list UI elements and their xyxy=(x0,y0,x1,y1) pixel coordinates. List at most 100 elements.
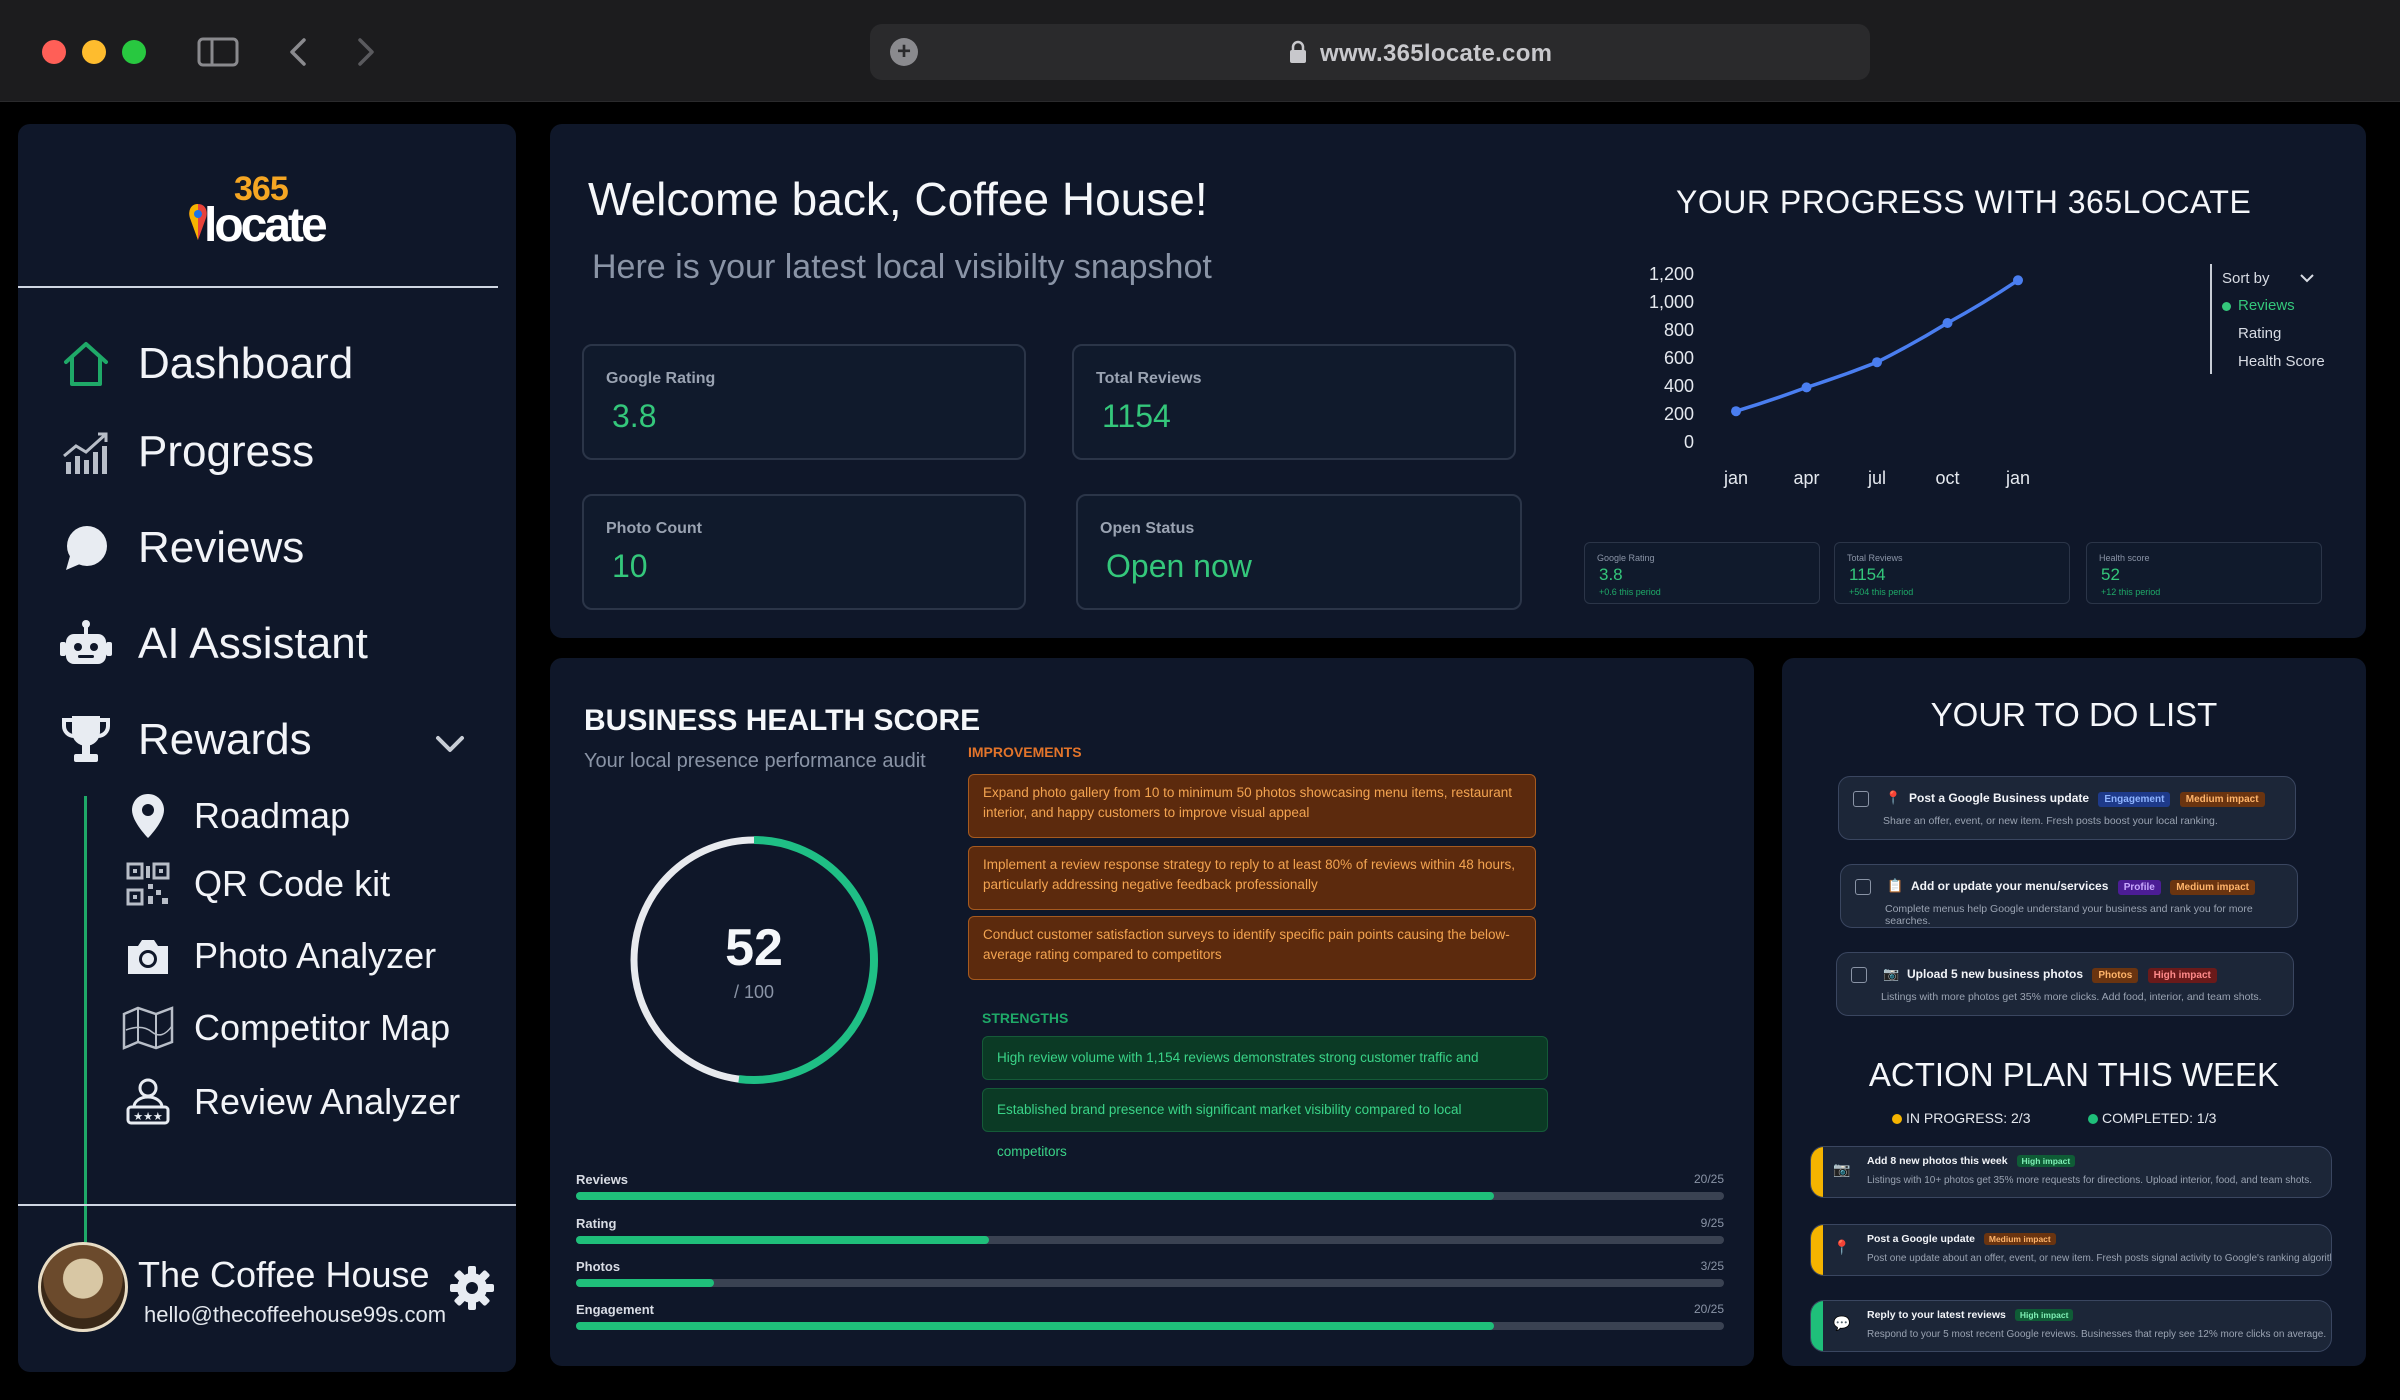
score-bar-track xyxy=(576,1279,1724,1287)
sidebar-item-ai-assistant[interactable]: AI Assistant xyxy=(58,616,368,672)
data-point[interactable] xyxy=(1801,382,1812,393)
365locate-logo[interactable]: 365 locate xyxy=(178,166,378,252)
todo-item-title: Upload 5 new business photos xyxy=(1907,967,2084,981)
sidebar-item-photo-analyzer[interactable]: Photo Analyzer xyxy=(122,930,436,982)
y-tick-label: 400 xyxy=(1664,376,1694,396)
mini-card-value: 1154 xyxy=(1849,565,1886,584)
score-bar-track xyxy=(576,1236,1724,1244)
score-bar-fill xyxy=(576,1192,1495,1200)
chart-growth-icon xyxy=(58,424,114,480)
score-bar-fill xyxy=(576,1322,1495,1330)
sort-option-rating[interactable]: Rating xyxy=(2238,325,2282,342)
todo-item[interactable]: 📋 Add or update your menu/services Profi… xyxy=(1840,864,2298,928)
sidebar-item-label: Rewards xyxy=(138,715,312,764)
todo-item-title-row: Post a Google Business update Engagement… xyxy=(1909,791,2265,807)
stat-card-total-reviews[interactable]: Total Reviews 1154 xyxy=(1072,344,1516,460)
data-point[interactable] xyxy=(1872,357,1882,368)
stat-label: Total Reviews xyxy=(1096,370,1202,387)
sidebar-item-competitor-map[interactable]: Competitor Map xyxy=(122,1002,450,1054)
todo-tag-badge: Photos xyxy=(2092,968,2139,983)
sort-option-reviews[interactable]: Reviews xyxy=(2238,297,2295,314)
score-ring-graphic xyxy=(630,836,878,1084)
stat-value: 3.8 xyxy=(612,398,657,434)
todo-title: YOUR TO DO LIST xyxy=(1930,696,2218,733)
action-plan-item[interactable]: 💬 Reply to your latest reviews High impa… xyxy=(1810,1300,2332,1352)
sidebar-item-label: Competitor Map xyxy=(194,1007,451,1048)
new-tab-plus-icon[interactable]: + xyxy=(890,38,918,66)
improvement-item[interactable]: Conduct customer satisfaction surveys to… xyxy=(968,916,1536,980)
sidebar-item-rewards[interactable]: Rewards xyxy=(58,712,312,768)
action-plan-title: ACTION PLAN THIS WEEK xyxy=(1868,1056,2280,1093)
chevron-down-icon[interactable] xyxy=(430,724,470,764)
sort-by-dropdown[interactable]: Sort by Reviews Rating Health Score xyxy=(2210,264,2330,374)
sidebar-item-label: Review Analyzer xyxy=(194,1081,461,1122)
completed-status: COMPLETED: 1/3 xyxy=(2088,1110,2216,1126)
sidebar-toggle-icon[interactable] xyxy=(196,30,240,74)
action-plan-item[interactable]: 📷 Add 8 new photos this week High impact… xyxy=(1810,1146,2332,1198)
avatar[interactable] xyxy=(38,1242,128,1332)
sidebar-item-progress[interactable]: Progress xyxy=(58,424,314,480)
address-bar[interactable]: + www.365locate.com xyxy=(870,24,1870,80)
forward-arrow-icon[interactable] xyxy=(348,30,384,74)
stat-value: Open now xyxy=(1106,548,1252,584)
stat-value: 1154 xyxy=(1102,398,1171,434)
score-bar-track xyxy=(576,1192,1724,1200)
strength-item[interactable]: Established brand presence with signific… xyxy=(982,1088,1548,1159)
stat-card-open-status[interactable]: Open Status Open now xyxy=(1076,494,1522,610)
camera-icon: 📷 xyxy=(1883,966,1900,981)
mini-card-delta: +0.6 this period xyxy=(1599,587,1661,597)
sidebar-item-qr-code-kit[interactable]: QR Code kit xyxy=(122,858,390,910)
status-dot xyxy=(2088,1114,2098,1125)
active-option-dot xyxy=(2222,302,2231,311)
improvement-item[interactable]: Implement a review response strategy to … xyxy=(968,846,1536,910)
score-bar-value: 9/25 xyxy=(1700,1216,1724,1230)
impact-badge: High impact xyxy=(2014,1309,2074,1321)
sidebar-item-review-analyzer[interactable]: ★★★ Review Analyzer xyxy=(122,1076,460,1128)
strength-item[interactable]: High review volume with 1,154 reviews de… xyxy=(982,1036,1548,1107)
mini-card-value: 3.8 xyxy=(1599,565,1623,584)
health-score-value: 52 xyxy=(725,919,783,977)
stat-card-photo-count[interactable]: Photo Count 10 xyxy=(582,494,1026,610)
user-name: The Coffee House xyxy=(138,1254,430,1295)
sidebar-item-roadmap[interactable]: Roadmap xyxy=(122,790,350,842)
gear-icon[interactable] xyxy=(448,1264,496,1312)
score-bar-label: Engagement xyxy=(576,1302,655,1317)
in-progress-text: IN PROGRESS: 2/3 xyxy=(1906,1110,2031,1126)
improvement-item[interactable]: Expand photo gallery from 10 to minimum … xyxy=(968,774,1536,838)
y-tick-label: 1,000 xyxy=(1650,292,1694,312)
pin-icon: 📍 xyxy=(1833,1239,1851,1255)
sidebar-item-label: Dashboard xyxy=(138,339,354,388)
data-point[interactable] xyxy=(1942,318,1953,328)
todo-checkbox[interactable] xyxy=(1853,791,1869,807)
sidebar-item-label: Reviews xyxy=(138,523,305,572)
progress-title: YOUR PROGRESS WITH 365LOCATE xyxy=(1676,184,2252,220)
y-tick-label: 0 xyxy=(1684,432,1694,452)
back-arrow-icon[interactable] xyxy=(280,30,316,74)
sidebar-item-label: Photo Analyzer xyxy=(194,935,437,976)
close-window-button[interactable] xyxy=(42,40,66,64)
todo-item[interactable]: 📷 Upload 5 new business photos Photos Hi… xyxy=(1836,952,2294,1016)
minimize-window-button[interactable] xyxy=(82,40,106,64)
sidebar-item-reviews[interactable]: Reviews xyxy=(58,520,304,576)
welcome-subtitle: Here is your latest local visibilty snap… xyxy=(592,248,1212,286)
action-plan-item[interactable]: 📍 Post a Google update Medium impact Pos… xyxy=(1810,1224,2332,1276)
maximize-window-button[interactable] xyxy=(122,40,146,64)
y-tick-label: 800 xyxy=(1664,320,1694,340)
mini-card-health-score: Health score 52 +12 this period xyxy=(2086,542,2322,604)
robot-icon xyxy=(58,616,114,672)
sidebar: 365 locate Dashboard Progress Reviews AI… xyxy=(18,124,516,1372)
todo-checkbox[interactable] xyxy=(1855,879,1871,895)
sort-option-health-score[interactable]: Health Score xyxy=(2238,353,2325,370)
stat-label: Photo Count xyxy=(606,520,702,537)
stat-card-google-rating[interactable]: Google Rating 3.8 xyxy=(582,344,1026,460)
camera-icon: 📷 xyxy=(1833,1161,1851,1177)
todo-checkbox[interactable] xyxy=(1851,967,1867,983)
score-bar-fill xyxy=(576,1279,714,1287)
sidebar-item-dashboard[interactable]: Dashboard xyxy=(58,336,353,392)
todo-item[interactable]: 📍 Post a Google Business update Engageme… xyxy=(1838,776,2296,840)
chat-bubble-icon: 💬 xyxy=(1833,1315,1851,1331)
data-point[interactable] xyxy=(1731,406,1741,417)
data-point[interactable] xyxy=(2013,275,2023,286)
welcome-panel: Welcome back, Coffee House! Here is your… xyxy=(550,124,2366,638)
folded-map-icon xyxy=(122,1002,174,1054)
